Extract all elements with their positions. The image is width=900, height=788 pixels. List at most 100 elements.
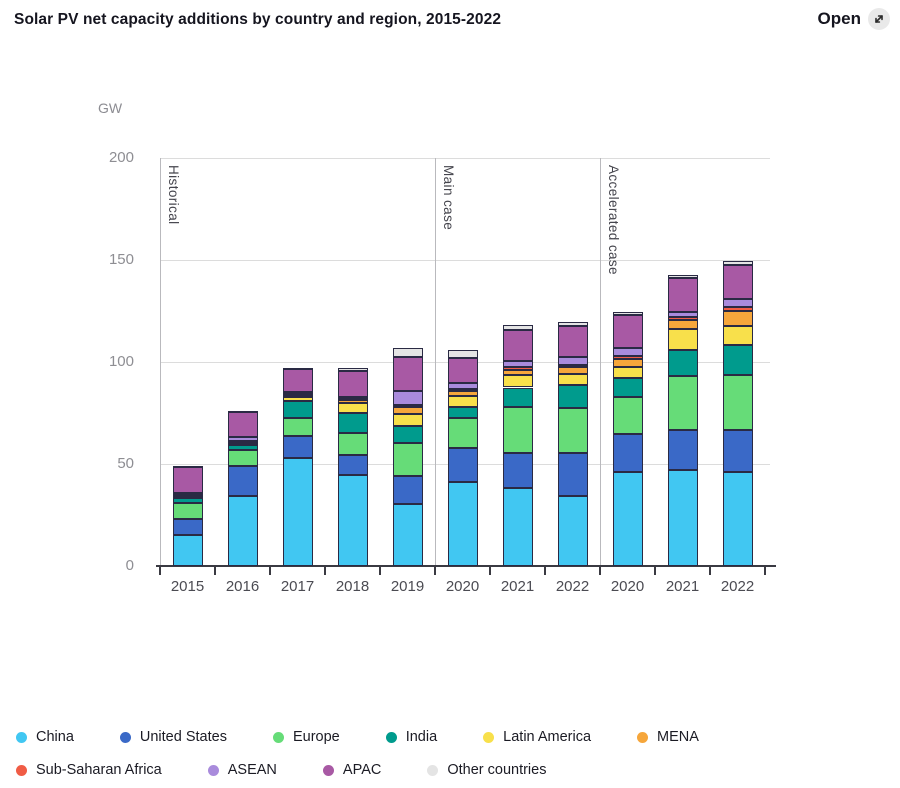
bar-2019-india[interactable] [392, 426, 423, 443]
bar-2021-europe[interactable] [502, 406, 533, 453]
bar-2016-united-states[interactable] [227, 466, 258, 496]
bar-2016-india[interactable] [227, 444, 258, 450]
bar-2018-other-countries[interactable] [337, 368, 368, 372]
bar-2019-other-countries[interactable] [392, 347, 423, 357]
bar-2016-europe[interactable] [227, 449, 258, 467]
bar-2022-asean[interactable] [722, 298, 753, 307]
bar-2020-europe[interactable] [612, 396, 643, 435]
bar-2020-latin-america[interactable] [612, 367, 643, 379]
bar-2017-asean[interactable] [282, 391, 313, 394]
bar-2020-other-countries[interactable] [447, 349, 478, 358]
bar-2021-other-countries[interactable] [502, 325, 533, 331]
bar-2021-sub-saharan-africa[interactable] [502, 367, 533, 371]
bar-2022-europe[interactable] [722, 375, 753, 431]
bar-2016-apac[interactable] [227, 411, 258, 438]
bar-2016-asean[interactable] [227, 437, 258, 441]
bar-2018-asean[interactable] [337, 396, 368, 399]
legend-item-europe[interactable]: Europe [272, 729, 340, 745]
bar-2017-latin-america[interactable] [282, 396, 313, 401]
bar-2022-china[interactable] [557, 495, 588, 566]
bar-2016-sub-saharan-africa[interactable] [227, 440, 258, 443]
bar-2020-mena[interactable] [612, 358, 643, 368]
bar-2021-china[interactable] [502, 488, 533, 566]
bar-2020-europe[interactable] [447, 418, 478, 448]
bar-2022-india[interactable] [557, 385, 588, 408]
legend-item-china[interactable]: China [16, 729, 74, 745]
bar-2021-sub-saharan-africa[interactable] [667, 317, 698, 321]
bar-2021-mena[interactable] [667, 320, 698, 330]
legend-item-india[interactable]: India [385, 729, 437, 745]
legend-item-sub-saharan-africa[interactable]: Sub-Saharan Africa [16, 762, 162, 778]
bar-2019-mena[interactable] [392, 406, 423, 414]
bar-2017-united-states[interactable] [282, 436, 313, 458]
bar-2020-india[interactable] [612, 378, 643, 397]
bar-2020-apac[interactable] [447, 357, 478, 384]
bar-2021-asean[interactable] [502, 360, 533, 368]
bar-2018-apac[interactable] [337, 371, 368, 397]
bar-2017-china[interactable] [282, 457, 313, 566]
legend-item-mena[interactable]: MENA [637, 729, 699, 745]
bar-2018-china[interactable] [337, 475, 368, 566]
bar-2021-mena[interactable] [502, 370, 533, 376]
bar-2016-china[interactable] [227, 495, 258, 566]
bar-2016-other-countries[interactable] [227, 410, 258, 413]
bar-2020-latin-america[interactable] [447, 395, 478, 407]
legend-item-apac[interactable]: APAC [322, 762, 381, 778]
bar-2020-asean[interactable] [447, 383, 478, 389]
bar-2020-united-states[interactable] [612, 434, 643, 473]
bar-2022-asean[interactable] [557, 356, 588, 366]
bar-2022-apac[interactable] [557, 326, 588, 357]
bar-2019-europe[interactable] [392, 442, 423, 477]
bar-2018-united-states[interactable] [337, 454, 368, 476]
bar-2015-apac[interactable] [172, 467, 203, 493]
bar-2015-asean[interactable] [172, 492, 203, 495]
bar-2019-latin-america[interactable] [392, 414, 423, 427]
bar-2020-united-states[interactable] [447, 447, 478, 483]
bar-2015-india[interactable] [172, 497, 203, 503]
bar-2020-sub-saharan-africa[interactable] [447, 388, 478, 391]
bar-2020-mena[interactable] [447, 390, 478, 396]
bar-2021-europe[interactable] [667, 376, 698, 431]
bar-2022-latin-america[interactable] [557, 374, 588, 386]
bar-2021-other-countries[interactable] [667, 275, 698, 279]
bar-2015-europe[interactable] [172, 502, 203, 520]
bar-2020-asean[interactable] [612, 347, 643, 356]
bar-2020-sub-saharan-africa[interactable] [612, 355, 643, 359]
bar-2022-other-countries[interactable] [557, 322, 588, 327]
bar-2020-china[interactable] [447, 482, 478, 566]
bar-2022-china[interactable] [722, 472, 753, 566]
bar-2022-sub-saharan-africa[interactable] [557, 365, 588, 368]
open-button[interactable]: Open [818, 8, 890, 30]
legend-item-asean[interactable]: ASEAN [207, 762, 277, 778]
bar-2017-india[interactable] [282, 400, 313, 419]
bar-2021-asean[interactable] [667, 312, 698, 318]
bar-2018-europe[interactable] [337, 433, 368, 455]
bar-2022-sub-saharan-africa[interactable] [722, 306, 753, 311]
bar-2018-india[interactable] [337, 413, 368, 434]
bar-2018-sub-saharan-africa[interactable] [337, 398, 368, 401]
bar-2022-europe[interactable] [557, 407, 588, 453]
bar-2022-other-countries[interactable] [722, 261, 753, 266]
bar-2020-apac[interactable] [612, 315, 643, 348]
bar-2022-united-states[interactable] [557, 452, 588, 496]
bar-2021-apac[interactable] [667, 278, 698, 313]
bar-2021-india[interactable] [667, 349, 698, 377]
legend-item-other-countries[interactable]: Other countries [427, 762, 546, 778]
bar-2022-mena[interactable] [722, 311, 753, 327]
bar-2015-united-states[interactable] [172, 519, 203, 536]
bar-2015-china[interactable] [172, 535, 203, 566]
bar-2022-apac[interactable] [722, 265, 753, 299]
bar-2021-united-states[interactable] [502, 452, 533, 489]
bar-2017-mena[interactable] [282, 394, 313, 397]
bar-2020-china[interactable] [612, 472, 643, 566]
bar-2021-latin-america[interactable] [502, 375, 533, 388]
bar-2019-united-states[interactable] [392, 476, 423, 504]
bar-2020-other-countries[interactable] [612, 312, 643, 316]
bar-2015-other-countries[interactable] [172, 466, 203, 469]
bar-2021-china[interactable] [667, 470, 698, 566]
bar-2019-asean[interactable] [392, 390, 423, 405]
bar-2021-united-states[interactable] [667, 430, 698, 471]
bar-2019-apac[interactable] [392, 356, 423, 391]
bar-2019-china[interactable] [392, 503, 423, 566]
bar-2021-india[interactable] [502, 387, 533, 407]
